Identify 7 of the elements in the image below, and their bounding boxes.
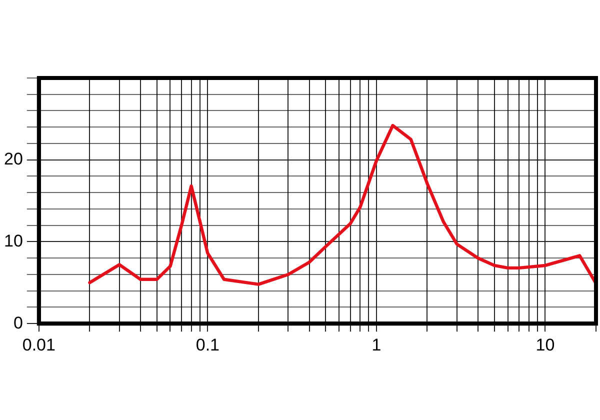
x-tick-label: 0.01 (22, 335, 56, 354)
y-tick-label: 0 (13, 313, 23, 332)
x-tick-label: 0.1 (196, 335, 220, 354)
x-tick-label: 1 (372, 335, 382, 354)
y-tick-label: 10 (4, 231, 23, 250)
y-tick-label: 20 (4, 150, 23, 169)
x-tick-label: 10 (536, 335, 555, 354)
